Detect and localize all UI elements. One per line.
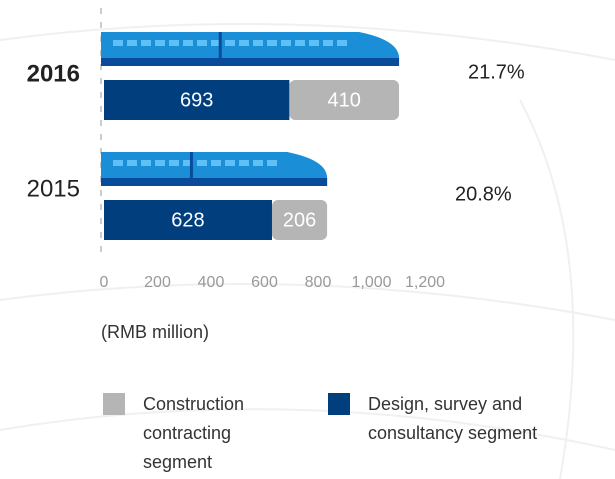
category-label: 2015 [27, 175, 80, 202]
train-window [239, 160, 249, 166]
x-tick-label: 600 [251, 274, 278, 291]
train-window [323, 40, 333, 46]
legend-label: Design, survey and consultancy segment [368, 394, 538, 443]
train-window [155, 160, 165, 166]
train-window [141, 40, 151, 46]
train-window [267, 160, 277, 166]
x-tick-label: 1,200 [405, 274, 445, 291]
train-stripe [101, 58, 400, 66]
train [101, 32, 400, 66]
category-label: 2016 [27, 60, 80, 87]
train-window [253, 160, 263, 166]
bar-segment [104, 80, 290, 120]
train-window [155, 40, 165, 46]
train-window [337, 40, 347, 46]
train-window [267, 40, 277, 46]
x-tick-label: 400 [198, 274, 225, 291]
bar-segment [271, 200, 328, 240]
train-window [211, 160, 221, 166]
train-window [183, 160, 193, 166]
data-label: 206 [283, 209, 316, 231]
train-window [225, 160, 235, 166]
train-window [113, 160, 123, 166]
train-stripe [101, 178, 328, 186]
train-window [127, 160, 137, 166]
bar-segment [104, 200, 272, 240]
x-axis-label: (RMB million) [101, 322, 209, 342]
background-pattern [0, 23, 615, 479]
train [101, 152, 328, 186]
train-window [197, 160, 207, 166]
legend-label: Construction contracting segment [143, 394, 245, 472]
legend-swatch [328, 393, 350, 415]
annotation: 20.8% [455, 183, 512, 205]
train-window [253, 40, 263, 46]
train-window [197, 40, 207, 46]
train-window [113, 40, 123, 46]
data-label: 410 [328, 89, 361, 111]
train-window [169, 160, 179, 166]
train-window [295, 40, 305, 46]
train-window [281, 40, 291, 46]
x-tick-label: 200 [144, 274, 171, 291]
train-window [239, 40, 249, 46]
train-window [309, 40, 319, 46]
train-window [141, 160, 151, 166]
data-label: 693 [180, 89, 213, 111]
train-window [211, 40, 221, 46]
annotation: 21.7% [468, 61, 525, 83]
data-label: 628 [171, 209, 204, 231]
train-window [127, 40, 137, 46]
x-tick-label: 800 [305, 274, 332, 291]
x-tick-label: 0 [100, 274, 109, 291]
train-window [225, 40, 235, 46]
bar-segment [289, 80, 400, 120]
legend-swatch [103, 393, 125, 415]
train-window [169, 40, 179, 46]
x-tick-label: 1,000 [351, 274, 391, 291]
train-window [183, 40, 193, 46]
